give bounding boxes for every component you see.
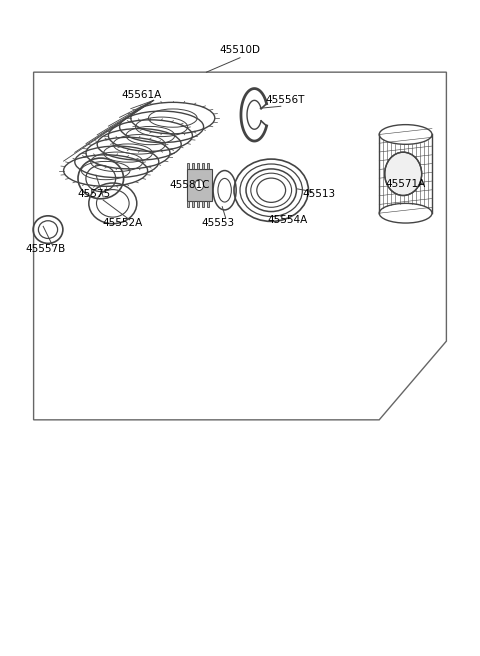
Bar [202,201,204,207]
Text: 45557B: 45557B [25,244,66,255]
Text: 45513: 45513 [302,188,336,199]
Bar [192,163,194,169]
Text: 45561A: 45561A [121,90,162,100]
Bar [197,201,199,207]
Text: 45556T: 45556T [266,94,305,105]
Bar [187,163,189,169]
Text: 45510D: 45510D [219,45,261,55]
Bar [207,201,209,207]
Bar [202,163,204,169]
FancyBboxPatch shape [187,169,212,201]
Text: 45571A: 45571A [385,178,426,189]
Text: 45575: 45575 [77,188,110,199]
Ellipse shape [195,180,204,190]
Bar [197,163,199,169]
Bar [187,201,189,207]
Bar [207,163,209,169]
Bar [192,201,194,207]
Ellipse shape [384,152,421,195]
Text: 45553: 45553 [202,218,235,228]
Text: 45581C: 45581C [169,180,210,190]
Text: 45552A: 45552A [102,218,143,228]
Text: 45554A: 45554A [268,215,308,225]
